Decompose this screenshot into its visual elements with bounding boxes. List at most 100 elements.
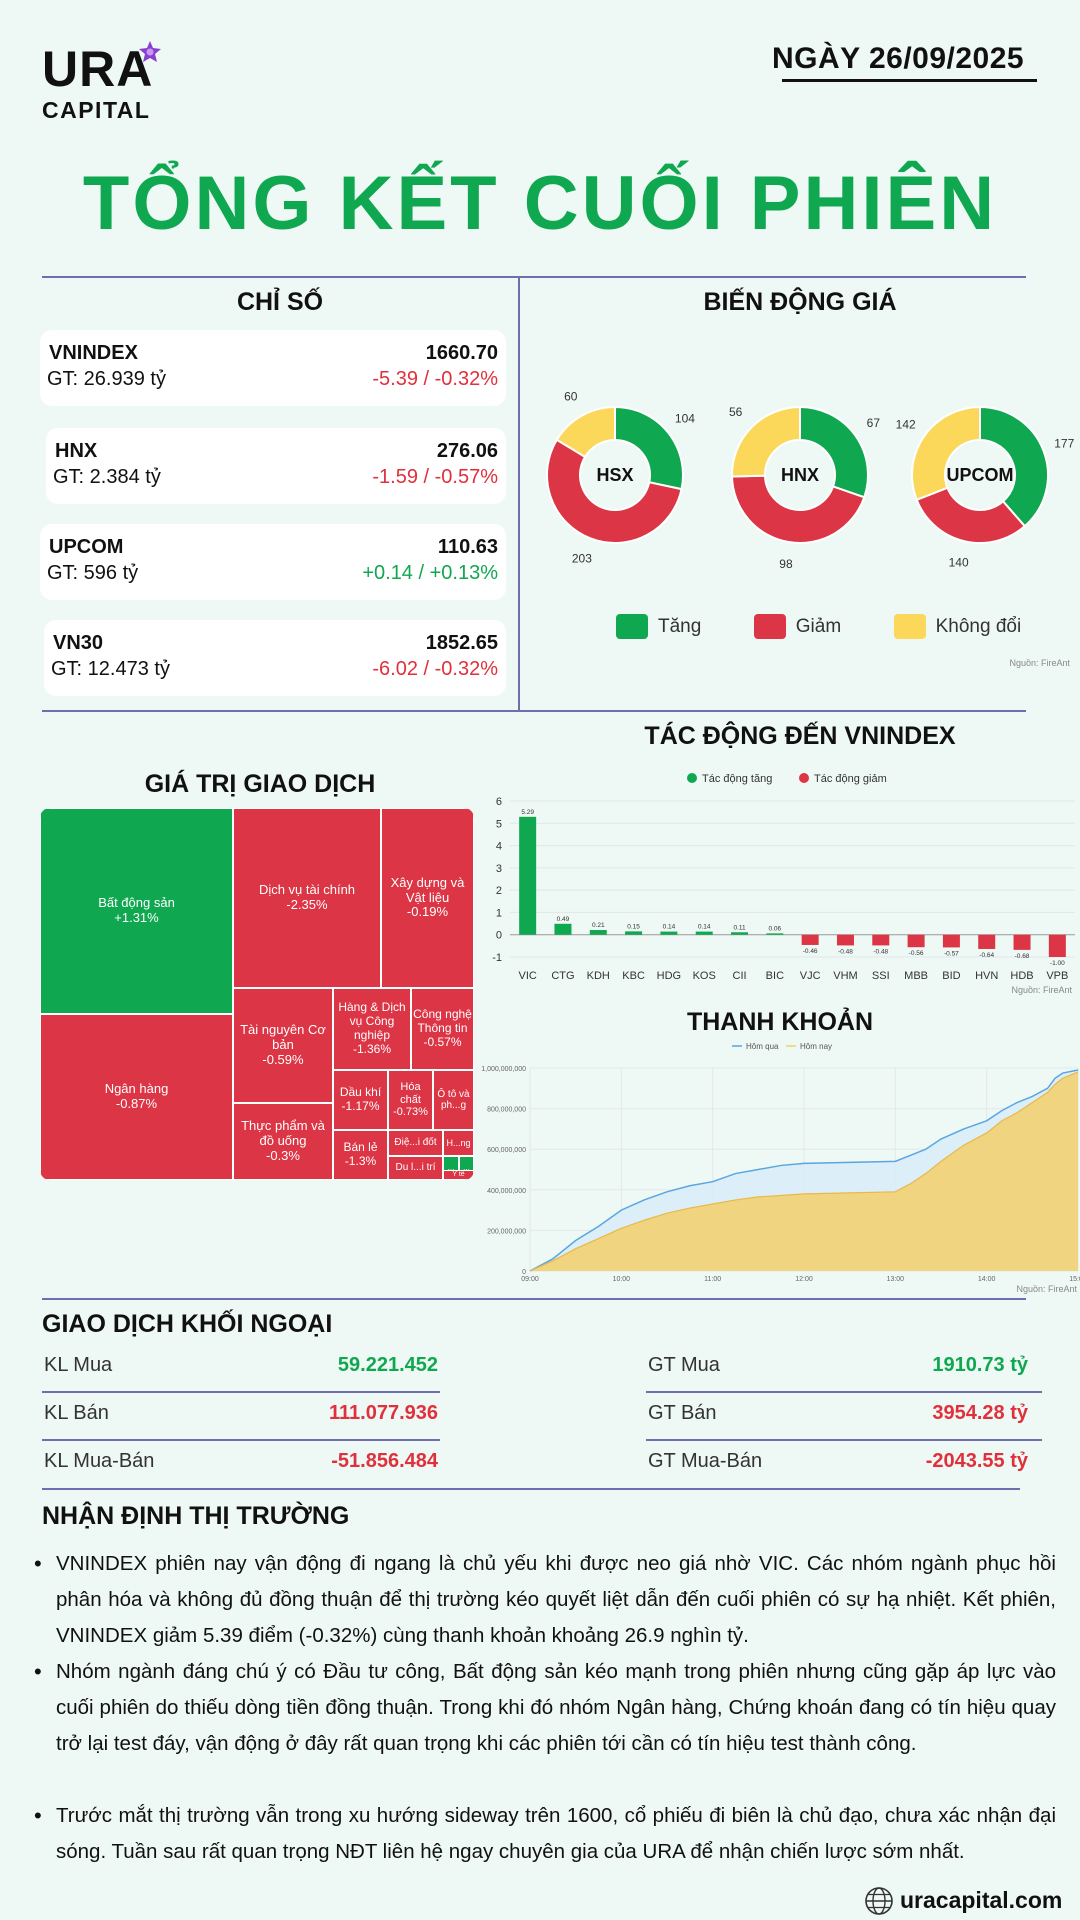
x-tick-label: BIC [766,970,784,982]
outlook-bullet: Nhóm ngành đáng chú ý có Đầu tư công, Bấ… [56,1660,1056,1755]
x-tick-label: 15:00 [1069,1276,1080,1283]
impact-bar [519,816,537,935]
treemap-cell: Dịch vụ tài chính -2.35% [233,808,381,988]
treemap-sector-name: Thực phẩm và đồ uống [241,1118,325,1149]
brand-star-icon [139,41,161,62]
index-value-traded: GT: 2.384 tỷ [53,466,161,488]
brand-logo: URA [42,41,154,97]
treemap-sector-name: Công nghệ Thông tin [413,1007,472,1036]
impact-bar [942,934,960,948]
index-price: 1660.70 [425,342,498,364]
outlook-bullet: Trước mắt thị trường vẫn trong xu hướng … [56,1804,1056,1863]
divider-top [42,276,1026,278]
foreign-label: KL Mua-Bán [44,1450,155,1472]
impact-value-label: -0.57 [944,950,959,957]
index-value-traded: GT: 12.473 tỷ [51,658,170,680]
treemap-cell: Du l...i trí [388,1156,443,1180]
index-value-traded: GT: 596 tỷ [47,562,139,584]
donut-value-label: 56 [729,405,743,419]
breadth-donut-charts: 104 203 60 HSX 67 98 56 HNX 177 140 142 UPCOM [546,390,1075,571]
donut-slice [979,405,1049,528]
treemap-cell: Dầu khí -1.17% [333,1070,388,1130]
donut-value-label: 142 [896,417,916,431]
impact-bar [589,930,607,935]
index-price: 276.06 [436,440,498,462]
y-tick-label: 0 [496,930,502,942]
bullet-dot: • [34,1551,42,1576]
foreign-title: GIAO DỊCH KHỐI NGOẠI [42,1310,333,1338]
treemap-cell: Xây dựng và Vật liệu -0.19% [381,808,474,988]
treemap-cell: Công nghệ Thông tin -0.57% [411,988,474,1070]
treemap-sector-change: +1.31% [114,910,159,925]
donut-center-label: UPCOM [947,465,1014,485]
index-card: UPCOM GT: 596 tỷ 110.63 +0.14 / +0.13% [40,524,506,600]
foreign-row-divider [42,1391,440,1393]
legend-up-swatch [616,614,648,639]
x-tick-label: 12:00 [795,1276,813,1283]
donut-slice [799,405,869,499]
divider-vertical [518,276,520,710]
foreign-row-divider [646,1391,1042,1393]
impact-bar [907,934,925,948]
treemap-cell: H...ng [443,1130,474,1156]
breadth-title: BIẾN ĐỘNG GIÁ [703,288,897,316]
treemap-sector-change: -1.17% [341,1099,380,1113]
donut-value-label: 203 [572,552,592,566]
donut-value-label: 60 [564,390,578,404]
foreign-value: 59.221.452 [337,1354,438,1376]
bullet-dot: • [34,1803,42,1828]
website-link[interactable]: uracapital.com [900,1887,1063,1913]
impact-value-label: 0.21 [592,922,605,929]
impact-bar [872,934,890,946]
index-name: UPCOM [49,536,124,558]
treemap-cell: Ô tô và ph...g [433,1070,474,1130]
treemap-cell: Y tế [443,1170,474,1180]
impact-source: Nguồn: FireAnt [1011,985,1072,995]
legend-down-swatch [753,614,786,639]
liquidity-prev-line [529,1069,1079,1272]
x-tick-label: MBB [904,970,928,982]
page-title: TỔNG KẾT CUỐI PHIÊN [82,161,998,246]
index-change: -6.02 / -0.32% [372,658,498,680]
x-tick-label: HDB [1010,970,1033,982]
y-tick-label: 3 [496,863,502,875]
index-name: HNX [55,440,98,462]
donut-slice [555,405,616,459]
donut-value-label: 140 [949,555,969,569]
x-tick-label: 11:00 [704,1276,721,1283]
brand-subtitle: CAPITAL [42,97,151,123]
impact-value-label: -0.48 [838,948,853,955]
impact-bar [978,934,996,949]
treemap-sector-name: Điệ...i đốt [394,1137,437,1149]
y-tick-label: 6 [496,796,502,808]
liquidity-today-line [529,1071,1079,1272]
y-tick-label: 200,000,000 [487,1228,526,1235]
foreign-label: GT Mua [648,1354,720,1376]
indices-title: CHỈ SỐ [236,288,324,316]
x-tick-label: 10:00 [613,1276,631,1283]
foreign-value: -2043.55 tỷ [925,1450,1028,1472]
treemap-sector-change: -2.35% [286,897,328,912]
divider-bottom [42,1488,1020,1490]
x-tick-label: KBC [622,970,645,982]
treemap-sector-change: -0.19% [406,904,449,920]
treemap-sector-name: Ô tô và ph...g [437,1088,470,1112]
x-tick-label: KOS [693,970,716,982]
breadth-legend: Tăng Giảm Không đổi [616,614,1021,639]
impact-value-label: 5.29 [521,809,534,816]
y-tick-label: 5 [496,818,502,830]
treemap-sector-name: Tài nguyên Cơ bản [240,1022,326,1053]
impact-title: TÁC ĐỘNG ĐẾN VNINDEX [644,722,956,750]
donut-slice [911,405,981,502]
x-tick-label: VHM [833,970,857,982]
impact-value-label: 0.06 [769,925,782,932]
legend-prev-label: Hôm qua [746,1042,779,1051]
legend-up-label: Tác động tăng [702,773,772,785]
donut-slice [730,474,866,544]
x-tick-label: 13:00 [887,1276,905,1283]
donut-center-label: HSX [596,465,633,485]
legend-flat-label: Không đổi [935,615,1022,637]
y-tick-label: 600,000,000 [487,1147,526,1154]
outlook-title: NHẬN ĐỊNH THỊ TRƯỜNG [42,1502,350,1530]
treemap-sector-name: Hóa chất [400,1081,421,1106]
